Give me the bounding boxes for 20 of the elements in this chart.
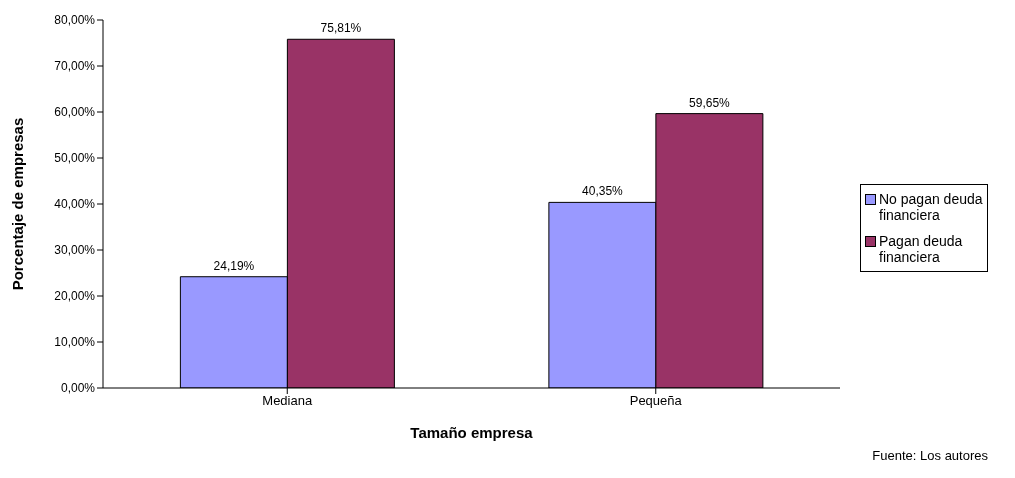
y-tick-label: 50,00% (54, 151, 96, 166)
y-tick-label: 20,00% (54, 289, 96, 304)
y-axis-title: Porcentaje de empresas (9, 117, 27, 291)
y-tick-label: 80,00% (54, 13, 96, 28)
y-tick-label: 30,00% (54, 243, 96, 258)
x-axis-title: Tamaño empresa (410, 424, 534, 441)
data-label: 40,35% (582, 184, 624, 199)
legend-label: No pagan deuda financiera (879, 191, 983, 223)
y-tick-label: 10,00% (54, 335, 96, 350)
y-tick-label: 60,00% (54, 105, 96, 120)
y-tick-label: 70,00% (54, 59, 96, 74)
y-tick-label: 0,00% (60, 381, 96, 396)
y-tick-label: 40,00% (54, 197, 96, 212)
source-note: Fuente: Los autores (872, 448, 988, 463)
x-tick-label: Mediana (262, 393, 313, 409)
data-label: 75,81% (320, 21, 362, 36)
data-label: 59,65% (689, 95, 731, 110)
legend-label: Pagan deuda financiera (879, 233, 964, 265)
x-tick-label: Pequeña (629, 393, 683, 409)
data-label: 24,19% (213, 258, 255, 273)
